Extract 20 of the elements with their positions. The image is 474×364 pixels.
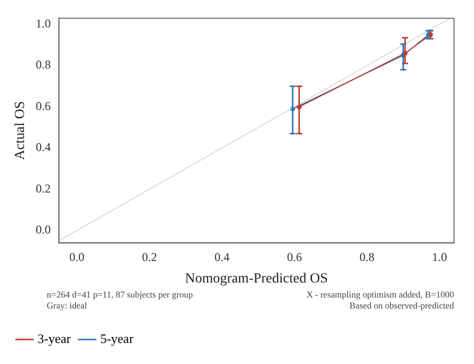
text: Gray: ideal xyxy=(46,300,88,311)
x-axis-title: Nomogram-Predicted OS xyxy=(185,271,328,286)
x-tick-label: 0.8 xyxy=(359,250,374,264)
text: Based on observed-predicted xyxy=(350,300,454,311)
y-tick-label: 0.8 xyxy=(36,58,51,72)
y-axis-title: Actual OS xyxy=(13,101,28,160)
y-tick-label: 0.6 xyxy=(36,98,51,113)
x-tick-label: 0.4 xyxy=(214,250,230,264)
y-tick-label: 1.0 xyxy=(36,16,51,31)
x-tick-label: 0.2 xyxy=(142,250,157,264)
x-tick-label: 0.6 xyxy=(286,250,302,264)
y-tick-label: 0.2 xyxy=(36,181,51,196)
legend-label: 3-year xyxy=(38,330,72,346)
x-tick-label: 0.0 xyxy=(69,250,84,264)
y-tick-label: 0.0 xyxy=(36,222,51,237)
text: X - resampling optimism added, B=1000 xyxy=(306,290,454,300)
y-tick-label: 0.4 xyxy=(36,140,51,154)
legend-label: 5-year xyxy=(100,330,134,346)
x-tick-label: 1.0 xyxy=(432,250,447,264)
text: n=264 d=41 p=11, 87 subjects per group xyxy=(46,290,194,300)
